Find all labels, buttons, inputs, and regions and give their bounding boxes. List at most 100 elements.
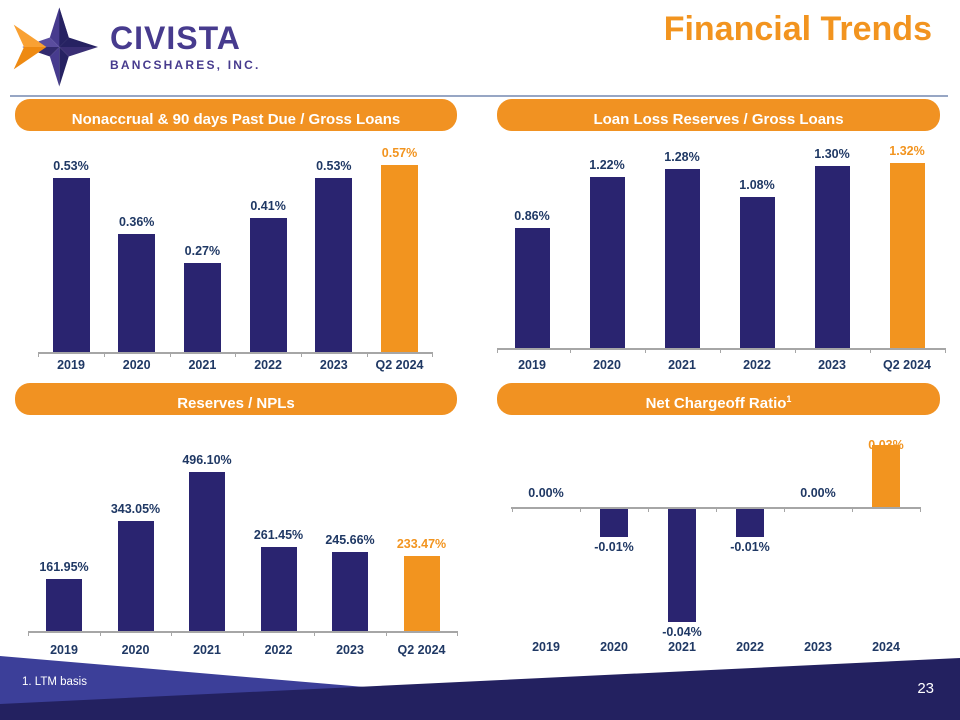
axis-tick (569, 348, 571, 353)
brand-name: CIVISTA (110, 20, 241, 56)
category-label-2023: 2023 (319, 358, 348, 372)
category-label-2021: 2021 (668, 358, 696, 372)
axis-tick (103, 352, 105, 357)
category-label-Q2 2024: Q2 2024 (397, 643, 446, 657)
axis-tick (512, 507, 513, 512)
axis-tick (169, 352, 171, 357)
axis-tick (920, 507, 921, 512)
chart-title: Reserves / NPLs (177, 395, 295, 412)
bar-2023 (814, 166, 850, 348)
chart-title: Net Chargeoff Ratio (645, 395, 787, 412)
category-label-2019: 2019 (50, 643, 78, 657)
value-label-2020: 0.36% (118, 214, 155, 229)
bar-2019 (52, 178, 90, 352)
chart-nonaccrual: 0.53% 2019 0.36% 2020 0.27% 2021 0.41% 2022 0.53… (15, 137, 457, 382)
brand-text: CIVISTA BANCSHARES, INC. (110, 22, 261, 72)
value-label-2021: 0.27% (184, 244, 221, 259)
axis-tick (432, 352, 434, 357)
bar-2023 (315, 178, 353, 352)
axis-tick (944, 348, 946, 353)
axis-tick (648, 507, 649, 512)
x-axis (497, 348, 945, 350)
category-label-2021: 2021 (188, 358, 217, 372)
value-label-2022: -0.01% (730, 540, 770, 555)
axis-tick (99, 631, 101, 636)
value-label-2020: -0.01% (594, 540, 634, 555)
category-label-2024: 2024 (872, 640, 900, 654)
category-label-2019: 2019 (57, 358, 85, 372)
value-label-2019: 161.95% (39, 560, 89, 575)
axis-tick (719, 348, 721, 353)
axis-tick (235, 352, 237, 357)
header-divider (10, 95, 948, 97)
bar-2020 (600, 509, 628, 538)
bar-2024 (872, 445, 900, 507)
category-label-2020: 2020 (600, 640, 628, 654)
axis-tick (716, 507, 717, 512)
value-label-2019: 0.53% (53, 159, 89, 174)
category-label-2023: 2023 (818, 358, 846, 372)
chart-header-net-chargeoff: Net Chargeoff Ratio1 (497, 383, 940, 415)
chart-header-reserves-npls: Reserves / NPLs (15, 383, 457, 415)
category-label-Q2 2024: Q2 2024 (375, 358, 424, 372)
value-label-2024: 0.03% (868, 438, 904, 452)
value-label-Q2 2024: 0.57% (381, 146, 418, 161)
axis-tick (366, 352, 368, 357)
value-label-2021: -0.04% (662, 625, 702, 639)
category-label-2022: 2022 (254, 358, 282, 372)
category-label-2020: 2020 (593, 358, 621, 372)
axis-tick (580, 507, 581, 512)
value-label-2020: 343.05% (110, 502, 161, 517)
value-label-Q2 2024: 233.47% (396, 537, 447, 552)
bar-2023 (332, 552, 368, 631)
chart-header-nonaccrual: Nonaccrual & 90 days Past Due / Gross Lo… (15, 99, 457, 131)
bar-2022 (736, 509, 764, 538)
category-label-2022: 2022 (264, 643, 293, 657)
bar-2021 (183, 263, 221, 352)
value-label-2022: 0.41% (250, 198, 286, 213)
value-label-2023: 1.30% (814, 147, 850, 161)
value-label-2022: 1.08% (739, 177, 775, 192)
category-label-2020: 2020 (122, 358, 151, 372)
axis-tick (38, 352, 40, 357)
civista-star-icon (13, 7, 98, 87)
axis-tick (242, 631, 244, 636)
page-number: 23 (917, 680, 934, 697)
bar-Q2 2024 (381, 165, 418, 352)
category-label-2020: 2020 (121, 643, 150, 657)
axis-tick (28, 631, 30, 636)
chart-title: Nonaccrual & 90 days Past Due / Gross Lo… (71, 111, 401, 128)
bar-2020 (117, 521, 154, 631)
axis-tick (385, 631, 387, 636)
axis-tick (497, 348, 498, 353)
axis-tick (784, 507, 785, 512)
bar-2019 (46, 579, 82, 631)
axis-tick (852, 507, 853, 512)
category-label-2023: 2023 (336, 643, 364, 657)
bar-2021 (668, 509, 696, 622)
value-label-2019: 0.86% (514, 208, 550, 223)
bar-Q2 2024 (889, 163, 925, 348)
axis-tick (794, 348, 796, 353)
category-label-2019: 2019 (532, 640, 560, 654)
value-label-2023: 0.00% (800, 486, 836, 500)
value-label-2020: 1.22% (589, 158, 625, 173)
axis-tick (171, 631, 173, 636)
value-label-2023: 0.53% (316, 159, 352, 174)
category-label-Q2 2024: Q2 2024 (883, 358, 931, 372)
axis-tick (300, 352, 302, 357)
bar-2019 (514, 227, 550, 348)
category-label-2019: 2019 (518, 358, 546, 372)
category-label-2021: 2021 (193, 643, 221, 657)
category-label-2023: 2023 (804, 640, 832, 654)
bar-2022 (260, 547, 297, 631)
category-label-2021: 2021 (668, 640, 696, 654)
footer-ribbon (0, 656, 960, 720)
chart-reserves-npls: 161.95% 2019 343.05% 2020 496.10% 2021 261.45%… (15, 425, 458, 675)
axis-tick (644, 348, 646, 353)
value-label-2019: 0.00% (528, 486, 564, 500)
axis-tick (314, 631, 316, 636)
footnote: 1. LTM basis (22, 676, 87, 688)
chart-title: Loan Loss Reserves / Gross Loans (593, 111, 844, 128)
